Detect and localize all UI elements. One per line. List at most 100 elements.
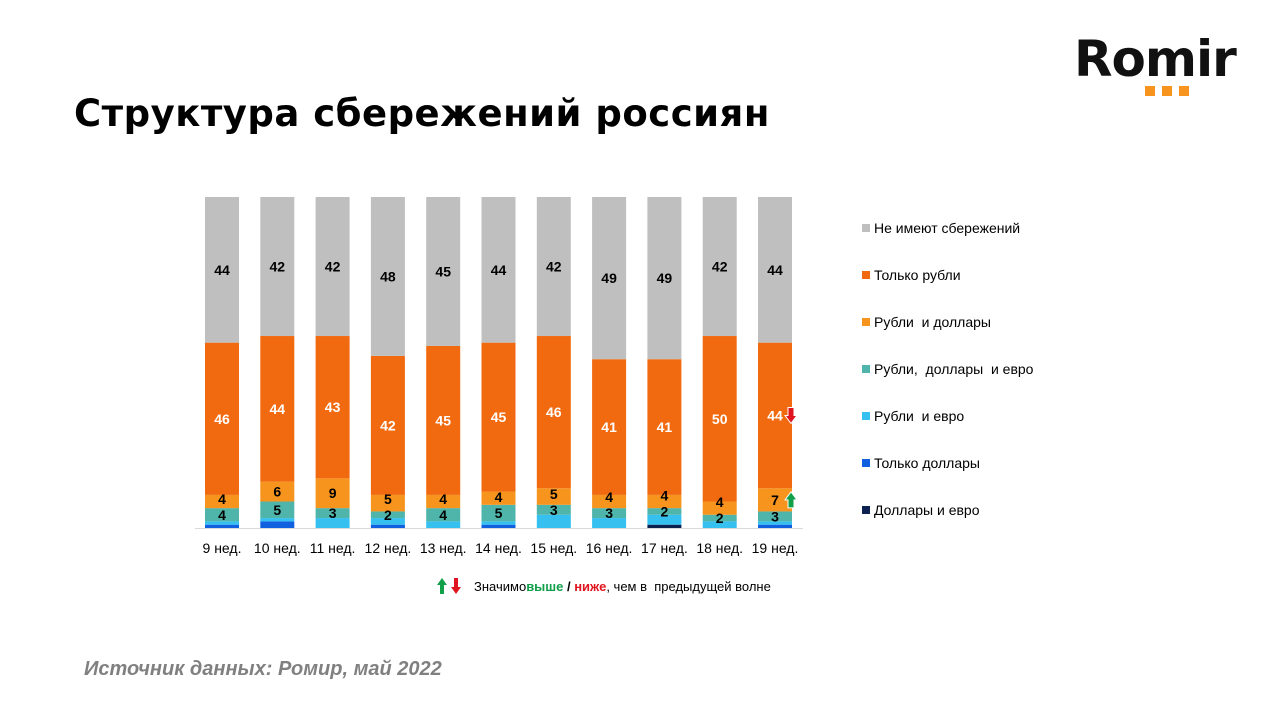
bar-segment xyxy=(536,504,571,515)
note-suffix: , чем в предыдущей волне xyxy=(606,578,771,594)
x-tick-label: 9 нед. xyxy=(203,540,242,556)
legend-swatch xyxy=(862,506,870,514)
bar-segment xyxy=(702,336,737,502)
bar-segment xyxy=(315,197,350,337)
bar-segment xyxy=(647,359,682,495)
data-label: 42 xyxy=(546,259,562,275)
bar-segment xyxy=(370,518,405,525)
data-label: 3 xyxy=(771,508,779,524)
bar-segment xyxy=(260,518,295,522)
significance-note: Значимо выше / ниже , чем в предыдущей в… xyxy=(436,577,771,595)
data-label: 45 xyxy=(435,263,451,279)
data-label: 46 xyxy=(546,404,562,420)
bar-segment xyxy=(205,197,239,343)
data-label: 41 xyxy=(657,419,673,435)
legend-swatch xyxy=(862,412,870,420)
legend-item: Доллары и евро xyxy=(862,502,980,518)
bar-segment xyxy=(758,488,792,512)
data-label: 5 xyxy=(384,491,392,507)
bar-segment xyxy=(536,514,571,528)
bar-segment xyxy=(592,518,627,528)
data-label: 42 xyxy=(712,259,728,275)
bar-segment xyxy=(260,197,295,337)
data-label: 44 xyxy=(214,262,230,278)
data-label: 44 xyxy=(491,262,507,278)
bar-segment xyxy=(315,508,350,519)
data-label: 5 xyxy=(550,486,558,502)
data-label: 4 xyxy=(605,489,613,505)
data-label: 3 xyxy=(550,502,558,518)
bar-segment xyxy=(481,521,516,525)
bar-segment xyxy=(702,501,737,515)
logo-text: Romir xyxy=(1074,30,1237,88)
logo-dot xyxy=(1179,86,1189,96)
romir-logo: Romir xyxy=(1074,30,1244,100)
legend-swatch xyxy=(862,365,870,373)
data-label: 3 xyxy=(329,505,337,521)
arrow-up-icon xyxy=(784,491,798,509)
legend-item: Только доллары xyxy=(862,455,980,471)
bar-segment xyxy=(370,511,405,519)
data-label: 4 xyxy=(716,494,724,510)
x-tick-label: 19 нед. xyxy=(752,540,799,556)
data-label: 2 xyxy=(716,510,724,526)
legend-label: Рубли, доллары и евро xyxy=(874,361,1034,377)
bar-segment xyxy=(370,524,405,528)
up-down-arrows-icon xyxy=(437,578,461,594)
bar-segment xyxy=(481,524,516,528)
legend-item: Не имеют сбережений xyxy=(862,220,1020,236)
legend-item: Рубли и евро xyxy=(862,408,964,424)
legend-swatch xyxy=(862,459,870,467)
data-label: 42 xyxy=(270,259,286,275)
bar-segment xyxy=(426,494,461,509)
bar-segment xyxy=(702,521,737,528)
legend-label: Не имеют сбережений xyxy=(874,220,1021,236)
bar-segment xyxy=(758,524,792,528)
bar-segment xyxy=(426,345,461,495)
data-label: 42 xyxy=(325,259,341,275)
data-label: 46 xyxy=(214,411,230,427)
legend-item: Рубли и доллары xyxy=(862,314,991,330)
data-label: 41 xyxy=(601,419,617,435)
bar-segment xyxy=(370,494,405,512)
x-tick-label: 17 нед. xyxy=(641,540,688,556)
data-label: 4 xyxy=(495,489,503,505)
data-label: 49 xyxy=(601,270,617,286)
bar-segment xyxy=(315,336,350,479)
bar-segment xyxy=(536,488,571,505)
bar-segment xyxy=(205,342,239,495)
bar-segment xyxy=(592,359,627,495)
bar-segment xyxy=(481,342,516,492)
bar-segment xyxy=(426,521,461,528)
x-tick-label: 14 нед. xyxy=(475,540,522,556)
bar-segment xyxy=(205,508,239,522)
bar-segment xyxy=(205,521,239,525)
legend-item: Только рубли xyxy=(862,267,961,283)
bar-segment xyxy=(370,355,405,495)
bar-segment xyxy=(426,508,461,522)
data-label: 9 xyxy=(329,485,337,501)
bar-segment xyxy=(260,481,295,502)
bar-segment xyxy=(592,494,627,509)
data-label: 6 xyxy=(273,484,281,500)
bar-segment xyxy=(758,197,792,343)
source-text: Источник данных: Ромир, май 2022 xyxy=(84,658,442,680)
note-higher: выше xyxy=(526,578,564,594)
logo-dot xyxy=(1145,86,1155,96)
data-label: 4 xyxy=(661,487,669,503)
legend-swatch xyxy=(862,224,870,232)
bar-segment xyxy=(536,336,571,489)
x-tick-label: 18 нед. xyxy=(696,540,743,556)
bar-segment xyxy=(205,494,239,509)
bar-segment xyxy=(702,197,737,337)
x-tick-label: 11 нед. xyxy=(310,540,356,556)
data-label: 5 xyxy=(495,505,503,521)
bar-segment xyxy=(758,521,792,525)
data-label: 4 xyxy=(439,491,447,507)
bar-segment xyxy=(647,197,682,360)
bar-segment xyxy=(205,524,239,528)
x-tick-label: 13 нед. xyxy=(420,540,467,556)
bar-segment xyxy=(481,197,516,343)
